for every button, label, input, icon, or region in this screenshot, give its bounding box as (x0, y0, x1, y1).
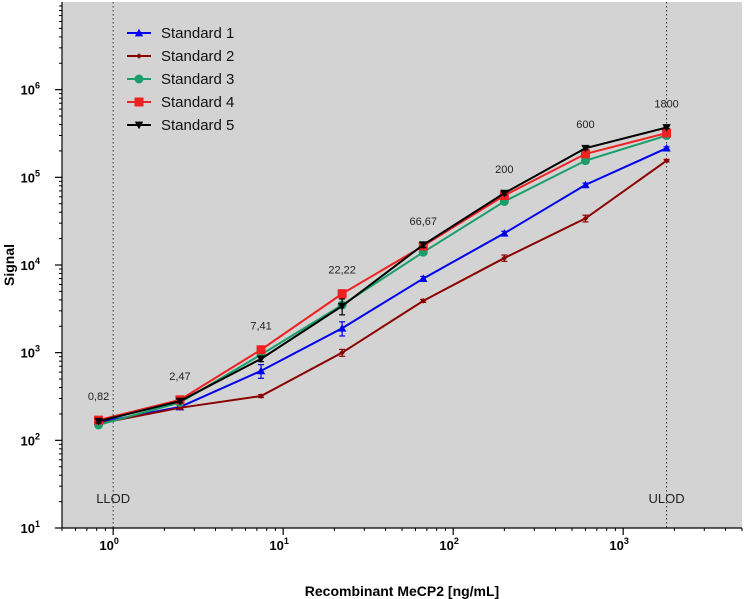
y-tick-label: 102 (21, 431, 40, 448)
point-annotations: 0,82 2,47 7,41 22,22 66,67 200 600 1800 (88, 99, 679, 404)
series-line (98, 132, 667, 422)
data-point (419, 241, 428, 249)
tick-exponent: 2 (35, 431, 40, 441)
legend-swatch-marker (134, 97, 144, 107)
legend-label: Standard 5 (161, 117, 234, 134)
legend-item: Standard 5 (127, 117, 234, 134)
point-annotation: 1800 (654, 99, 678, 111)
data-point (94, 417, 103, 426)
tick-base: 10 (269, 538, 283, 553)
legend-swatch-marker (134, 74, 144, 84)
legend-item: Standard 2 (127, 48, 234, 65)
data-point (500, 189, 509, 198)
x-tick-label: 103 (609, 536, 628, 553)
series-line (98, 159, 668, 425)
legend-label: Standard 3 (161, 71, 234, 88)
series-line (98, 126, 667, 423)
point-annotation: 66,67 (409, 216, 437, 228)
legend-label: Standard 4 (161, 94, 234, 111)
data-point (419, 274, 428, 282)
reference-lines: LLOD ULOD (96, 2, 685, 528)
y-tick-label: 103 (21, 344, 40, 361)
tick-exponent: 0 (114, 536, 119, 546)
point-annotation: 0,82 (88, 391, 109, 403)
tick-exponent: 2 (454, 536, 459, 546)
point-annotation: 600 (576, 119, 594, 131)
tick-exponent: 1 (284, 536, 289, 546)
legend-label: Standard 2 (161, 48, 234, 65)
series-line (98, 147, 667, 424)
tick-base: 10 (439, 538, 453, 553)
data-point (258, 393, 264, 399)
tick-exponent: 6 (35, 81, 40, 91)
legend-label: Standard 1 (161, 25, 234, 42)
series-5 (94, 124, 671, 426)
tick-base: 10 (21, 433, 35, 448)
data-point (663, 157, 670, 164)
series-layer (94, 124, 672, 430)
data-point (256, 355, 266, 364)
data-point (339, 349, 345, 356)
tick-exponent: 4 (35, 256, 40, 266)
tick-base: 10 (99, 538, 113, 553)
data-point (500, 229, 509, 237)
data-point (337, 302, 347, 311)
x-tick-label: 101 (269, 536, 288, 553)
tick-base: 10 (609, 538, 623, 553)
legend-swatch-marker (134, 28, 144, 37)
legend-swatch-marker (136, 53, 142, 59)
y-axis-title: Signal (1, 244, 17, 286)
point-annotation: 2,47 (169, 371, 190, 383)
y-tick-label: 101 (21, 519, 40, 536)
tick-exponent: 1 (35, 519, 40, 529)
legend-item: Standard 4 (127, 94, 234, 111)
y-tick-label: 106 (21, 81, 40, 98)
data-point (420, 298, 427, 304)
series-2 (95, 157, 670, 427)
data-point (662, 128, 672, 138)
data-point (256, 366, 266, 375)
y-tick-label: 105 (21, 168, 40, 185)
tick-exponent: 3 (35, 344, 40, 354)
point-annotation: 7,41 (250, 321, 271, 333)
point-annotation: 22,22 (328, 265, 356, 277)
data-point (256, 345, 266, 355)
legend-item: Standard 1 (127, 25, 234, 42)
x-tick-label: 102 (439, 536, 458, 553)
tick-base: 10 (21, 258, 35, 273)
tick-base: 10 (21, 521, 35, 536)
data-point (662, 124, 671, 132)
data-point (177, 405, 183, 411)
data-point (581, 144, 590, 153)
data-point (337, 289, 347, 299)
x-tick-label: 100 (99, 536, 118, 553)
data-point (337, 324, 347, 332)
tick-base: 10 (21, 170, 35, 185)
data-point (581, 180, 590, 189)
tick-exponent: 5 (35, 168, 40, 178)
data-point (662, 143, 671, 152)
tick-base: 10 (21, 346, 35, 361)
data-point (580, 149, 590, 159)
data-point (501, 255, 508, 261)
tick-exponent: 3 (624, 536, 629, 546)
legend-item: Standard 3 (127, 71, 234, 88)
data-point (175, 397, 185, 406)
tick-base: 10 (21, 83, 35, 98)
reference-label-ulod: ULOD (649, 491, 685, 506)
y-tick-label: 104 (21, 256, 40, 273)
reference-label-llod: LLOD (96, 491, 130, 506)
legend: Standard 1 Standard 2 Standard 3 Standard 4… (127, 25, 234, 134)
point-annotation: 200 (495, 164, 513, 176)
legend-swatch-marker (134, 121, 144, 130)
x-axis-title: Recombinant MeCP2 [ng/mL] (305, 583, 499, 599)
data-point (582, 215, 589, 222)
